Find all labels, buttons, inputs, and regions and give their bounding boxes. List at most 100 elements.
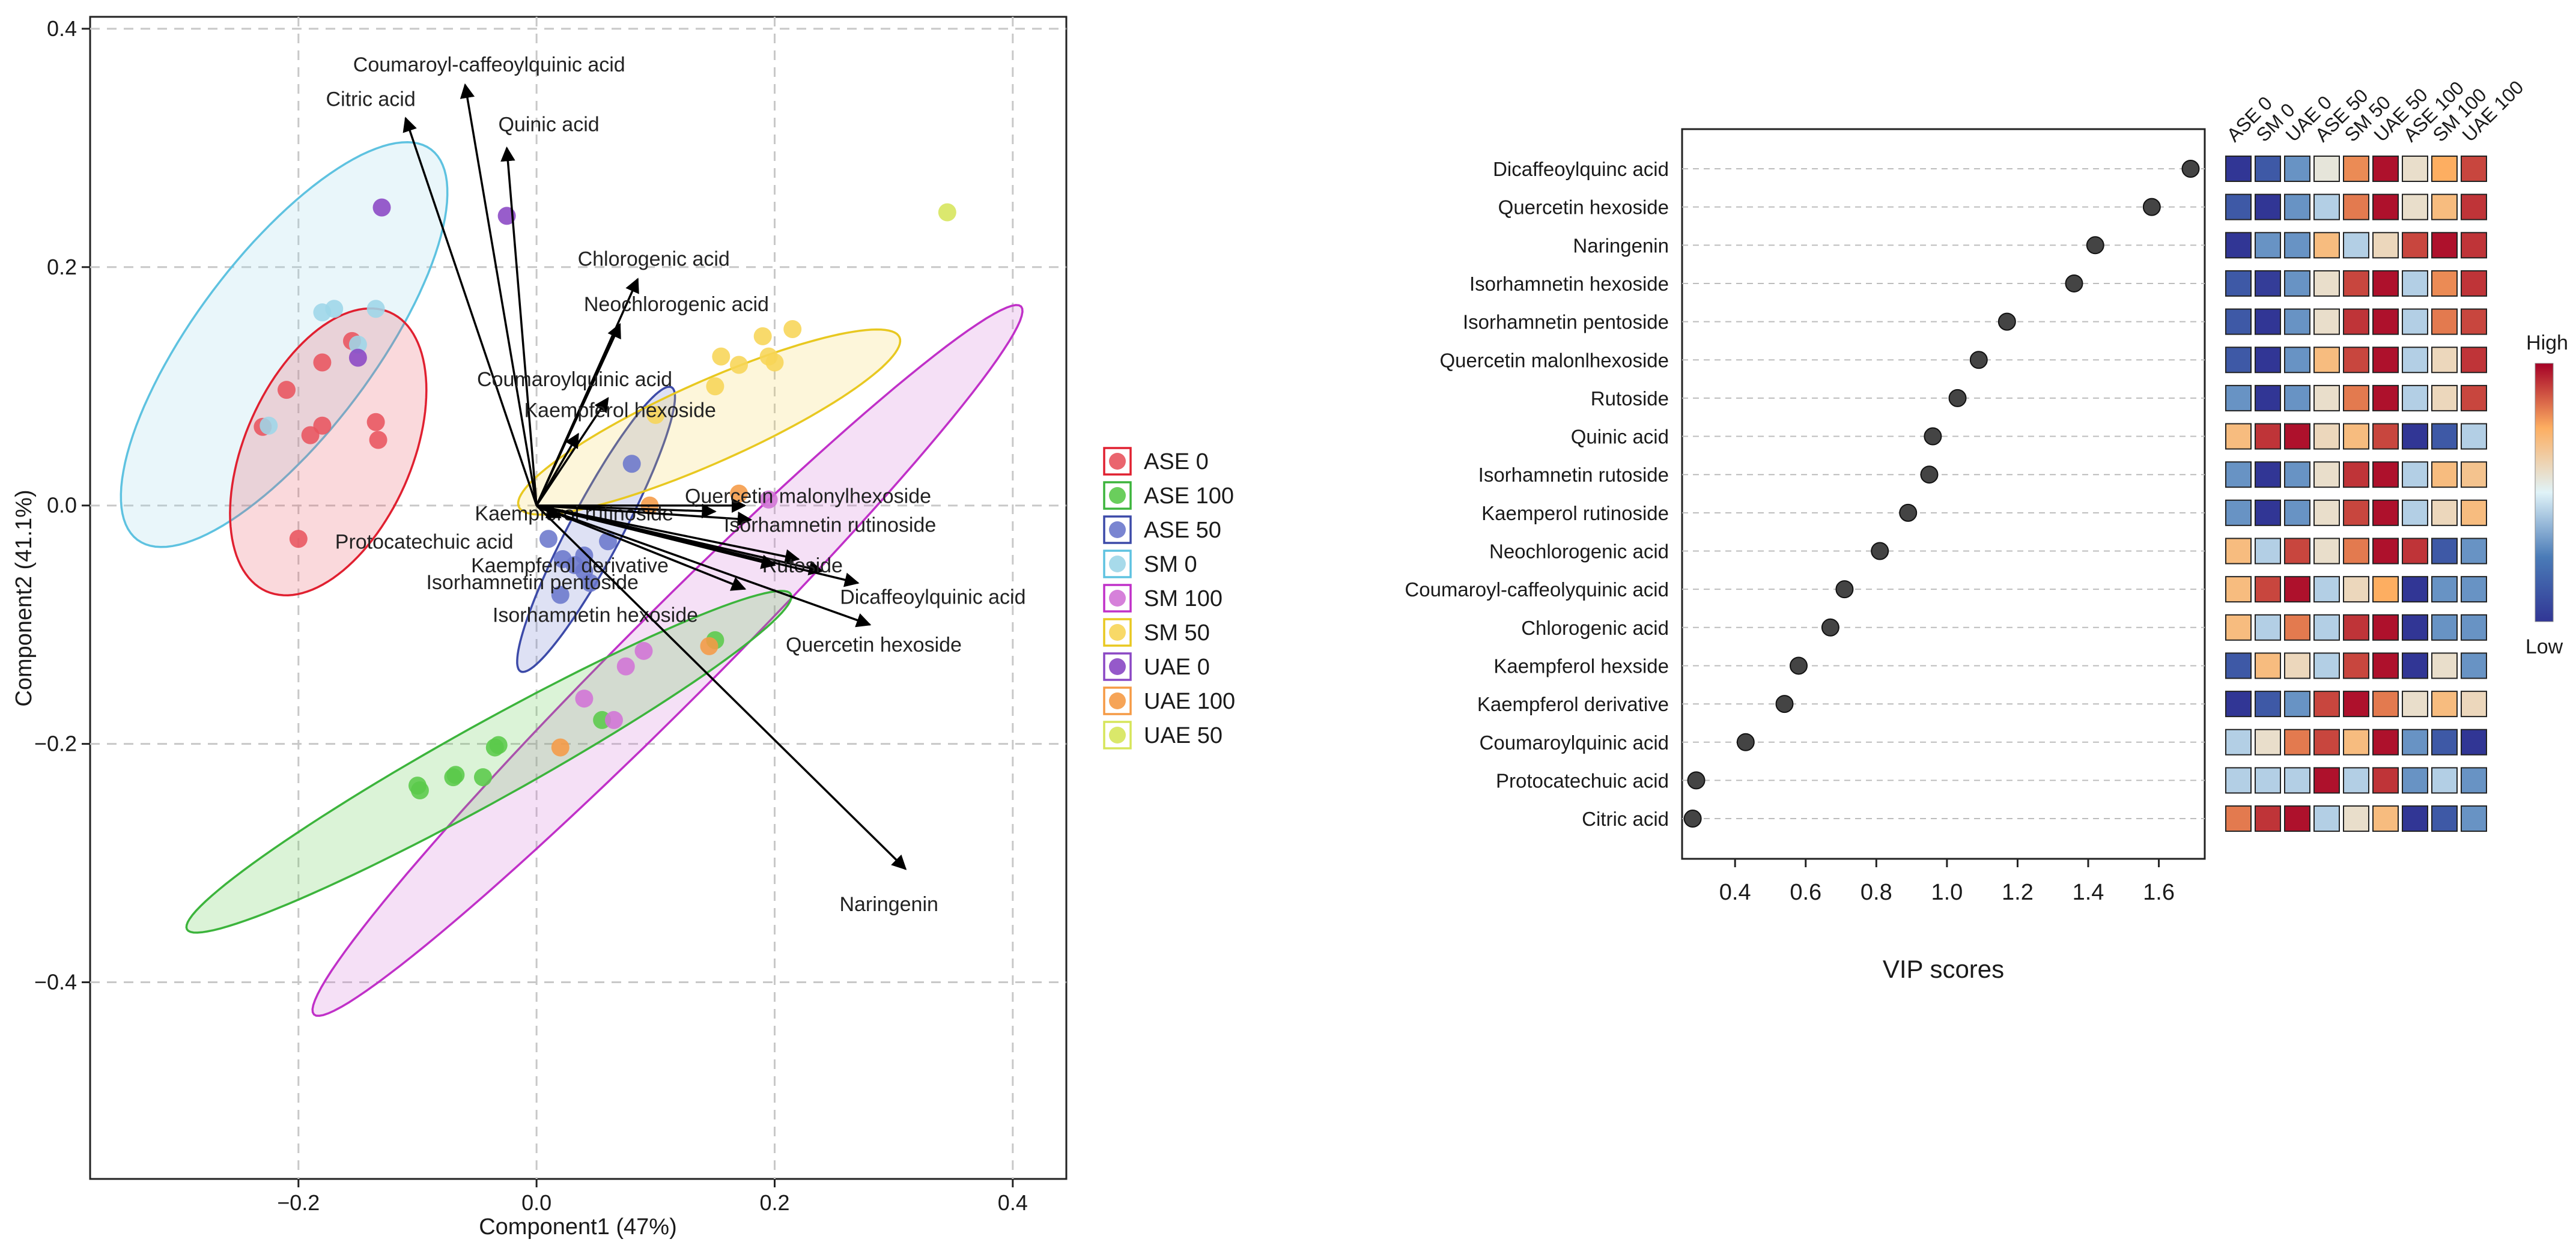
legend-dot-sm-0	[1109, 556, 1126, 572]
point-sm-50	[712, 347, 731, 366]
heatmap-cell	[2431, 347, 2458, 374]
heatmap-cell	[2225, 805, 2252, 832]
color-scale-high-label: High	[2526, 332, 2568, 354]
point-sm-100	[575, 689, 594, 708]
heatmap-cell	[2343, 193, 2369, 220]
heatmap-cell	[2461, 347, 2487, 374]
heatmap-cell	[2255, 232, 2281, 259]
heatmap-cell	[2255, 691, 2281, 718]
heatmap-cell	[2402, 384, 2428, 411]
heatmap-cell	[2313, 576, 2340, 603]
heatmap-cell	[2372, 193, 2399, 220]
loading-label-protocatechuic-acid: Protocatechuic acid	[335, 531, 514, 554]
pca-loading-arrows: Coumaroyl-caffeoylquinic acid Citric acid…	[326, 53, 1026, 916]
heatmap-cell	[2255, 728, 2281, 756]
heatmap-cell	[2255, 614, 2281, 641]
heatmap-cell	[2255, 156, 2281, 182]
vip-point-quercetin-malonlhexoside	[1969, 351, 1988, 369]
loading-label-quercetin-malonylhexoside: Quercetin malonylhexoside	[685, 485, 931, 508]
vip-label-quercetin-hexoside: Quercetin hexoside	[1498, 196, 1669, 219]
point-sm-50	[706, 377, 724, 396]
heatmap-cell	[2431, 232, 2458, 259]
heatmap-cell	[2255, 347, 2281, 374]
vip-point-isorhamnetin-rutoside	[1920, 465, 1939, 484]
heatmap-cell	[2255, 538, 2281, 565]
heatmap-cell	[2461, 308, 2487, 335]
heatmap-cell	[2255, 652, 2281, 679]
loading-arrow-isorhamnetin-hexoside	[536, 504, 747, 591]
vip-point-isorhamnetin-pentoside	[1997, 312, 2016, 331]
heatmap-cell	[2225, 461, 2252, 488]
loading-arrow-protocatechuic-acid	[536, 504, 562, 519]
loading-arrow-naringenin	[535, 504, 907, 870]
vip-label-neochlorogenic-acid: Neochlorogenic acid	[1489, 541, 1669, 563]
vip-x-tick-label: 0.6	[1790, 880, 1821, 905]
heatmap-cell	[2225, 576, 2252, 603]
loading-label-chlorogenic-acid: Chlorogenic acid	[578, 248, 730, 271]
heatmap-cell	[2313, 270, 2340, 297]
heatmap-cell	[2255, 499, 2281, 526]
heatmap-cell	[2461, 614, 2487, 641]
point-sm-50	[753, 327, 772, 345]
heatmap-cell	[2372, 270, 2399, 297]
heatmap-cell	[2372, 728, 2399, 756]
point-ase-0	[301, 426, 320, 444]
heatmap-cell	[2461, 232, 2487, 259]
heatmap-cell	[2343, 538, 2369, 565]
heatmap-cell	[2431, 728, 2458, 756]
vip-x-tick-label: 1.0	[1931, 880, 1963, 905]
vip-label-isorhamnetin-hexoside: Isorhamnetin hexoside	[1469, 273, 1669, 295]
vip-x-tick-label: 1.4	[2073, 880, 2104, 905]
heatmap-cell	[2284, 499, 2310, 526]
vip-label-rutoside: Rutoside	[1591, 387, 1669, 410]
heatmap-cell	[2255, 423, 2281, 450]
point-uae-0	[372, 198, 391, 217]
heatmap-cell	[2225, 347, 2252, 374]
heatmap-cell	[2343, 691, 2369, 718]
heatmap-cell	[2284, 423, 2310, 450]
heatmap-cell	[2313, 805, 2340, 832]
vip-label-coumaroylquinic-acid: Coumaroylquinic acid	[1480, 732, 1669, 754]
pca-legend: ASE 0 ASE 100 ASE 50 SM 0 SM 100 SM 50 UAE 0 UA…	[1103, 447, 1235, 750]
point-sm-0	[348, 335, 367, 354]
point-uae-100	[730, 484, 749, 503]
heatmap-cell	[2402, 423, 2428, 450]
heatmap-cell	[2461, 728, 2487, 756]
point-uae-50	[938, 203, 956, 222]
heatmap-cell	[2372, 538, 2399, 565]
vip-label-isorhamnetin-rutoside: Isorhamnetin rutoside	[1478, 464, 1669, 486]
ellipse-ase-100	[185, 590, 793, 934]
y-tick-label: 0.4	[47, 16, 77, 41]
heatmap-cell	[2255, 270, 2281, 297]
heatmap-cell	[2343, 308, 2369, 335]
heatmap-cell	[2313, 384, 2340, 411]
vip-point-kaempferol-hexside	[1789, 656, 1808, 675]
heatmap-cell	[2313, 499, 2340, 526]
heatmap-cell	[2402, 193, 2428, 220]
point-ase-0	[369, 431, 387, 449]
loading-arrow-isorhamnetin-rutinoside	[536, 504, 753, 527]
heatmap-cell	[2284, 767, 2310, 794]
vip-x-tick-label: 0.8	[1861, 880, 1892, 905]
heatmap-cell	[2461, 156, 2487, 182]
heatmap-cell	[2225, 691, 2252, 718]
point-ase-50	[575, 562, 594, 580]
heatmap-cell	[2461, 805, 2487, 832]
heatmap-cell	[2225, 232, 2252, 259]
point-ase-100	[473, 768, 492, 787]
heatmap-cell	[2313, 767, 2340, 794]
pca-sample-points	[254, 198, 956, 800]
heatmap-cell	[2431, 805, 2458, 832]
heatmap-cell	[2402, 805, 2428, 832]
heatmap-cell	[2343, 384, 2369, 411]
pca-x-ticks: −0.2 0.0 0.2 0.4	[277, 1179, 1028, 1215]
point-ase-50	[622, 455, 641, 473]
heatmap-cell	[2402, 499, 2428, 526]
loading-label-naringenin: Naringenin	[839, 893, 938, 916]
heatmap-cell	[2284, 805, 2310, 832]
heatmap-cell	[2372, 576, 2399, 603]
heatmap-cell	[2255, 384, 2281, 411]
vip-plot-frame	[1681, 128, 2206, 860]
